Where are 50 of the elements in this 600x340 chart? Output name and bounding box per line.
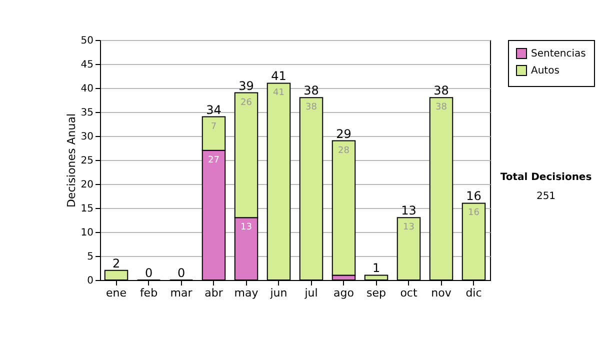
total-label: 41 bbox=[271, 69, 286, 84]
data-label: 38 bbox=[436, 102, 448, 113]
y-tick-label: 30 bbox=[80, 132, 94, 142]
x-tick-label: ene bbox=[106, 286, 127, 300]
y-tick-label: 35 bbox=[80, 108, 94, 118]
y-tick-label: 45 bbox=[80, 60, 94, 70]
x-tick-label: may bbox=[234, 286, 259, 300]
y-tick-label: 10 bbox=[80, 228, 94, 238]
x-tick-label: feb bbox=[140, 286, 158, 300]
x-tick-label: sep bbox=[366, 286, 386, 300]
x-tick-label: jun bbox=[269, 286, 288, 300]
data-label: 41 bbox=[273, 88, 284, 98]
legend-label: Autos bbox=[531, 66, 560, 76]
y-tick-label: 15 bbox=[80, 204, 94, 214]
data-label: 28 bbox=[338, 146, 350, 156]
y-tick-label: 25 bbox=[80, 156, 94, 166]
total-label: 39 bbox=[238, 78, 254, 93]
total-label: 1 bbox=[372, 261, 380, 276]
data-label: 13 bbox=[403, 222, 414, 233]
data-label: 16 bbox=[468, 208, 480, 218]
text: 251 bbox=[535, 191, 557, 202]
y-tick-label: 40 bbox=[80, 84, 94, 94]
total-label: 29 bbox=[336, 126, 352, 141]
data-label: 7 bbox=[210, 122, 217, 132]
total-label: 16 bbox=[466, 189, 482, 204]
data-label: 13 bbox=[240, 222, 252, 233]
data-label: 38 bbox=[306, 102, 318, 113]
y-tick-label: 20 bbox=[80, 180, 94, 190]
data-label: 26 bbox=[240, 98, 252, 108]
total-label: 13 bbox=[401, 204, 416, 218]
x-tick-label: nov bbox=[431, 286, 452, 300]
total-label: 2 bbox=[112, 256, 120, 270]
legend-label: Sentencias bbox=[531, 48, 586, 60]
x-tick-label: oct bbox=[400, 286, 418, 300]
y-tick-label: 0 bbox=[87, 276, 94, 286]
data-label: 27 bbox=[208, 155, 220, 166]
x-tick-label: dic bbox=[466, 286, 482, 300]
total-label: 38 bbox=[304, 84, 319, 98]
total-label: 38 bbox=[434, 84, 449, 98]
y-axis-title: Decisiones Anual bbox=[64, 113, 78, 208]
x-tick-label: mar bbox=[170, 286, 193, 300]
x-tick-label: ago bbox=[334, 286, 354, 300]
total-label: 34 bbox=[206, 102, 222, 117]
y-tick-label: 50 bbox=[80, 36, 94, 46]
x-tick-label: jul bbox=[304, 286, 318, 300]
total-label: 0 bbox=[144, 266, 153, 280]
x-tick-label: abr bbox=[204, 286, 224, 300]
total-label: 0 bbox=[177, 266, 186, 280]
y-tick-label: 5 bbox=[87, 252, 94, 262]
text: Total Decisiones bbox=[499, 172, 593, 183]
